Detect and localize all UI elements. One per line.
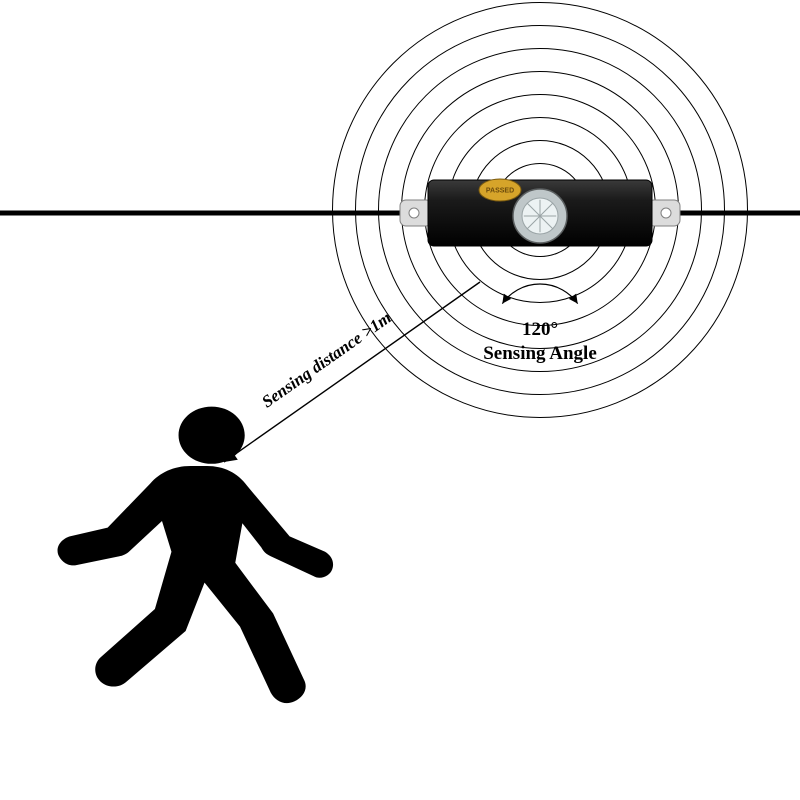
sensing-angle-text: Sensing Angle	[483, 342, 597, 366]
sensing-angle-value: 120°	[483, 318, 597, 342]
sensing-angle-label: 120° Sensing Angle	[483, 318, 597, 366]
diagram-stage: PASSED 120° Sensing Angle Sensing distan…	[0, 0, 800, 800]
sensing-rings	[0, 0, 800, 800]
